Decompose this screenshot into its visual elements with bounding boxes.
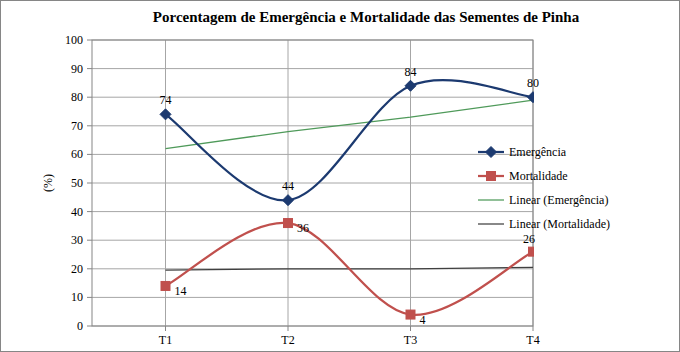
point-marker xyxy=(284,219,293,228)
legend: Emergência Mortalidade Linear (Emergência)… xyxy=(478,145,610,231)
point-marker xyxy=(529,247,535,256)
plot-frame xyxy=(92,40,533,326)
series-line xyxy=(166,80,534,200)
x-tick-label: T1 xyxy=(159,333,172,347)
labels: 74 44 84 80 14 36 4 26 xyxy=(160,65,540,327)
series-line xyxy=(166,223,534,315)
y-tick-label: 90 xyxy=(71,62,83,76)
plot-area xyxy=(160,80,534,319)
grid-line xyxy=(92,97,533,98)
y-tick-label: 20 xyxy=(71,262,83,276)
y-tick xyxy=(87,154,92,155)
y-tick xyxy=(87,297,92,298)
data-label: 26 xyxy=(523,232,535,246)
legend-marker xyxy=(487,172,496,181)
y-axis-label: (%) xyxy=(41,174,55,192)
x-tick-label: T3 xyxy=(404,333,417,347)
legend-swatch xyxy=(478,199,504,200)
y-tick xyxy=(87,326,92,327)
grid-line xyxy=(92,68,533,69)
y-tick xyxy=(87,97,92,98)
x-tick xyxy=(410,326,411,331)
series-line xyxy=(166,100,534,149)
point-marker xyxy=(406,310,415,319)
point-marker xyxy=(405,80,416,91)
y-tick xyxy=(87,40,92,41)
y-tick xyxy=(87,211,92,212)
point-marker xyxy=(283,195,294,206)
point-marker xyxy=(160,109,171,120)
chart-title: Porcentagem de Emergência e Mortalidade … xyxy=(153,9,580,25)
grid-line xyxy=(92,211,533,212)
point-marker xyxy=(528,92,535,103)
x-tick-label: T2 xyxy=(281,333,294,347)
chart-border xyxy=(1,1,680,352)
chart-svg: Porcentagem de Emergência e Mortalidade … xyxy=(0,0,680,352)
data-label: 36 xyxy=(297,221,309,235)
legend-label: Linear (Emergência) xyxy=(509,193,608,207)
chart-root: Porcentagem de Emergência e Mortalidade … xyxy=(0,0,680,352)
y-tick xyxy=(87,268,92,269)
y-tick-label: 30 xyxy=(71,233,83,247)
y-tick-label: 100 xyxy=(65,33,83,47)
x-tick xyxy=(165,326,166,331)
y-tick-label: 10 xyxy=(71,290,83,304)
x-tick xyxy=(288,326,289,331)
grid-line xyxy=(92,154,533,155)
legend-label: Linear (Mortalidade) xyxy=(509,217,610,231)
y-tick-label: 80 xyxy=(71,90,83,104)
legend-label: Mortalidade xyxy=(509,169,568,183)
y-tick-label: 40 xyxy=(71,205,83,219)
data-label: 80 xyxy=(527,76,539,90)
grid-line xyxy=(92,268,533,269)
y-tick xyxy=(87,125,92,126)
legend-marker xyxy=(486,147,497,158)
data-label: 74 xyxy=(160,93,172,107)
legend-swatch xyxy=(478,223,504,224)
y-tick xyxy=(87,240,92,241)
y-tick-label: 0 xyxy=(77,319,83,333)
y-tick-label: 70 xyxy=(71,119,83,133)
y-tick xyxy=(87,183,92,184)
data-label: 4 xyxy=(420,313,426,327)
data-label: 44 xyxy=(282,179,294,193)
data-label: 14 xyxy=(175,284,187,298)
y-tick-label: 50 xyxy=(71,176,83,190)
y-tick-label: 60 xyxy=(71,147,83,161)
x-tick-label: T4 xyxy=(526,333,539,347)
legend-label: Emergência xyxy=(509,145,567,159)
grid-line xyxy=(92,125,533,126)
grid-line xyxy=(92,240,533,241)
x-tick xyxy=(533,326,534,331)
data-label: 84 xyxy=(405,65,417,79)
point-marker xyxy=(161,281,170,290)
grid-line xyxy=(92,183,533,184)
y-tick xyxy=(87,68,92,69)
